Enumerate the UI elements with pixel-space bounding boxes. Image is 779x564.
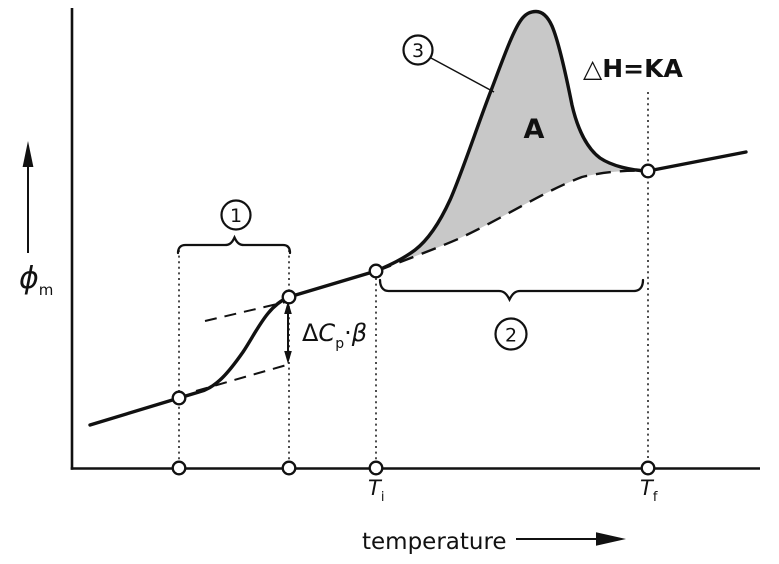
enthalpy-equation-label: △H=KA	[583, 54, 683, 83]
bracket-peak-range	[378, 278, 645, 303]
curve-marker-t-initial	[368, 263, 384, 279]
t-initial-symbol: T	[368, 476, 383, 500]
y-axis-label: ϕm	[19, 261, 53, 299]
t-initial-label: Ti	[368, 476, 384, 505]
axis-marker-transition-end	[281, 460, 297, 476]
t-final-symbol: T	[640, 476, 655, 500]
callout-3-leader-line	[430, 57, 495, 93]
callout-2-label: 2	[505, 325, 517, 347]
curve-marker-t-final	[640, 163, 656, 179]
step-height-subscript: p	[335, 336, 344, 352]
step-height-symbol: C	[318, 319, 335, 347]
axis-marker-transition-start	[171, 460, 187, 476]
t-initial-subscript: i	[381, 490, 385, 505]
curve-marker-transition-end	[281, 289, 297, 305]
axis-marker-t-final	[640, 460, 656, 476]
bracket-transition-range	[176, 234, 292, 255]
callout-1-label: 1	[230, 205, 242, 227]
x-axis-label: temperature	[362, 529, 507, 555]
curve-marker-transition-start	[171, 390, 187, 406]
step-height-beta: β	[351, 319, 367, 347]
step-height-operator: ·	[344, 319, 352, 347]
step-height-arrow	[284, 301, 292, 364]
dsc-curve	[88, 9, 748, 427]
y-axis-subscript: m	[39, 281, 54, 299]
t-final-label: Tf	[640, 476, 658, 505]
axis-marker-t-initial	[368, 460, 384, 476]
callout-3-label: 3	[412, 40, 424, 62]
t-final-subscript: f	[653, 490, 658, 505]
y-axis-arrow-icon	[22, 141, 34, 253]
peak-baseline-dashed	[376, 169, 649, 273]
callout-3: 3	[402, 34, 434, 66]
callout-2: 2	[494, 317, 528, 351]
step-height-delta: Δ	[302, 319, 319, 347]
y-axis-symbol: ϕ	[19, 261, 39, 296]
x-axis-arrow-icon	[516, 532, 626, 546]
transition-lower-tangent	[195, 363, 291, 392]
transition-upper-tangent	[204, 300, 291, 322]
peak-area-fill	[376, 11, 648, 271]
callout-1: 1	[220, 199, 252, 231]
peak-area-label: A	[524, 114, 545, 145]
step-height-label: ΔCp·β	[302, 319, 367, 352]
